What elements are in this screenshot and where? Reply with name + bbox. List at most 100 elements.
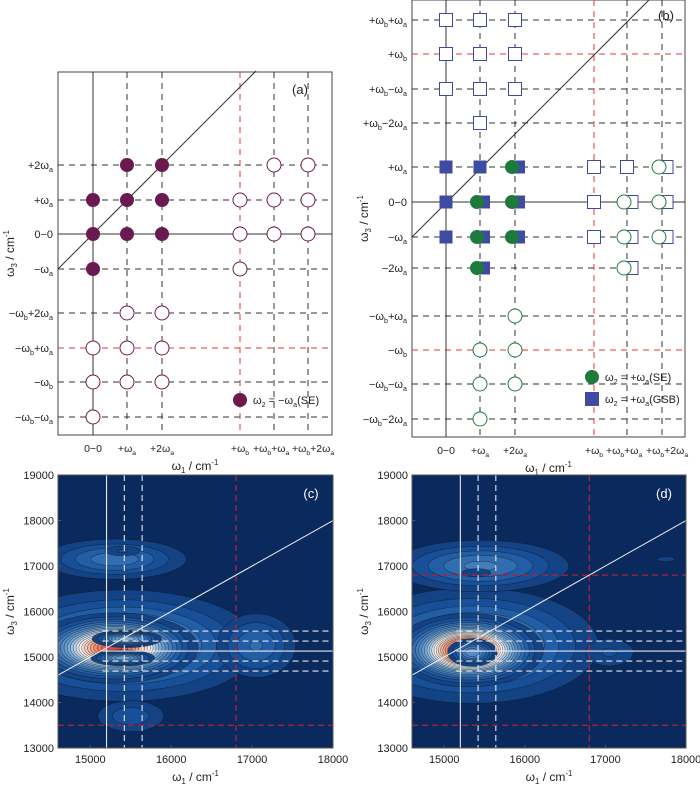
- panel-a: +2ωa +ωa 0−0 −ωa −ωb+2ωa −ωb+ωa −ωb −ωb−ωa 0−0 +ω…: [2, 70, 334, 475]
- marker-open-circle: [616, 260, 632, 276]
- y-tick-label: 0−0: [34, 229, 53, 241]
- y-tick-label: 18000: [377, 516, 408, 528]
- marker-open-circle: [616, 194, 632, 210]
- y-tick-label: −ωa: [34, 264, 53, 278]
- legend-label: ω2 = +ωa(SE): [605, 372, 671, 386]
- y-axis-label: ω3 / cm-1: [2, 230, 19, 277]
- marker-open-circle: [154, 305, 170, 321]
- contour-level: [112, 707, 150, 726]
- y-axis-label: ω3 / cm-1: [356, 195, 373, 242]
- marker-open-circle: [266, 226, 282, 242]
- y-tick-label: −ωb−ωa: [15, 412, 53, 426]
- legend-marker-square: [585, 392, 599, 406]
- marker-open-circle: [507, 342, 523, 358]
- x-tick-label: 17000: [590, 754, 621, 766]
- panel-label: (a): [292, 82, 308, 97]
- marker-filled-square: [439, 195, 453, 209]
- marker-filled-circle: [155, 158, 169, 172]
- y-tick-label: +ωb−ωa: [369, 84, 407, 98]
- panel-label: (c): [303, 486, 318, 501]
- y-tick-label: +ωa: [34, 195, 53, 209]
- y-tick-label: 13000: [23, 743, 54, 755]
- diagonal-line: [58, 520, 333, 676]
- marker-open-circle: [85, 409, 101, 425]
- x-axis-label: ω1 / cm-1: [172, 769, 219, 786]
- marker-filled-circle: [505, 230, 519, 244]
- marker-open-circle: [300, 157, 316, 173]
- marker-open-square: [587, 160, 601, 174]
- marker-open-square: [587, 195, 601, 209]
- y-tick-label: 18000: [23, 516, 54, 528]
- panel-c: 15000 16000 17000 18000 13000 14000 15000 16000…: [2, 470, 349, 786]
- x-axis-label: ω1 / cm-1: [526, 769, 573, 786]
- marker-filled-circle: [86, 193, 100, 207]
- y-tick-label: 15000: [377, 652, 408, 664]
- marker-open-square: [508, 82, 522, 96]
- panel-b: +ωb+ωa+ωb+ωb−ωa+ωb−2ωa+ωa0−0−ωa−2ωa−ωb+ω…: [356, 0, 688, 477]
- x-tick-label: 16000: [510, 754, 541, 766]
- marker-open-square: [473, 47, 487, 61]
- x-tick-label: 0−0: [437, 445, 455, 457]
- marker-open-circle: [119, 305, 135, 321]
- y-tick-label: 17000: [377, 561, 408, 573]
- y-tick-label: −ωa: [388, 232, 407, 246]
- marker-open-circle: [472, 342, 488, 358]
- x-tick-label: 17000: [237, 754, 268, 766]
- x-tick-label: 18000: [318, 754, 349, 766]
- marker-open-circle: [507, 308, 523, 324]
- marker-open-circle: [154, 340, 170, 356]
- diagonal-line: [412, 520, 686, 676]
- marker-open-circle: [651, 229, 667, 245]
- marker-open-circle: [119, 340, 135, 356]
- marker-filled-circle: [505, 160, 519, 174]
- contour-layer: [412, 475, 686, 748]
- marker-open-square: [439, 82, 453, 96]
- x-tick-label: +ωb+ωa: [606, 445, 642, 459]
- x-tick-label: +ωb+2ωa: [646, 445, 688, 459]
- marker-filled-square: [439, 230, 453, 244]
- marker-open-circle: [266, 192, 282, 208]
- y-tick-label: −ωb+2ωa: [9, 308, 53, 322]
- y-tick-label: −ωb: [34, 377, 53, 391]
- marker-open-square: [439, 13, 453, 27]
- marker-open-circle: [85, 340, 101, 356]
- x-tick-label: 0−0: [84, 443, 102, 455]
- y-tick-label: +ωb: [388, 49, 407, 63]
- panel-d: 15000 16000 17000 18000 13000 14000 15000 16000…: [356, 470, 700, 786]
- legend-marker-circle: [233, 393, 247, 407]
- x-tick-label: +ωa: [118, 443, 136, 457]
- marker-filled-circle: [505, 195, 519, 209]
- x-tick-label: +ωb: [231, 443, 249, 457]
- marker-filled-circle: [86, 227, 100, 241]
- marker-filled-circle: [470, 230, 484, 244]
- marker-open-square: [473, 116, 487, 130]
- marker-open-circle: [472, 376, 488, 392]
- y-tick-label: −ωb: [388, 345, 407, 359]
- y-tick-label: 17000: [23, 561, 54, 573]
- marker-filled-square: [473, 160, 487, 174]
- marker-open-circle: [472, 411, 488, 427]
- x-tick-label: 16000: [156, 754, 187, 766]
- contour-level: [249, 640, 263, 652]
- marker-filled-circle: [120, 158, 134, 172]
- contour-layer: [58, 475, 333, 748]
- marker-open-circle: [616, 229, 632, 245]
- contour-level: [601, 648, 617, 657]
- y-tick-label: −ωb+ωa: [15, 343, 53, 357]
- y-tick-label: 13000: [377, 743, 408, 755]
- y-tick-label: 15000: [23, 652, 54, 664]
- legend-label: ω2 = +ωa(GSB): [605, 394, 680, 408]
- x-axis-label: ω1 / cm-1: [525, 460, 572, 477]
- marker-open-square: [439, 47, 453, 61]
- y-tick-label: 16000: [377, 607, 408, 619]
- x-tick-label: 18000: [671, 754, 700, 766]
- x-tick-label: 15000: [429, 754, 460, 766]
- y-tick-label: −ωb+ωa: [369, 311, 407, 325]
- marker-open-circle: [300, 226, 316, 242]
- y-tick-label: 14000: [377, 698, 408, 710]
- x-tick-label: 15000: [75, 754, 106, 766]
- marker-filled-circle: [86, 262, 100, 276]
- marker-open-circle: [154, 374, 170, 390]
- marker-open-circle: [300, 192, 316, 208]
